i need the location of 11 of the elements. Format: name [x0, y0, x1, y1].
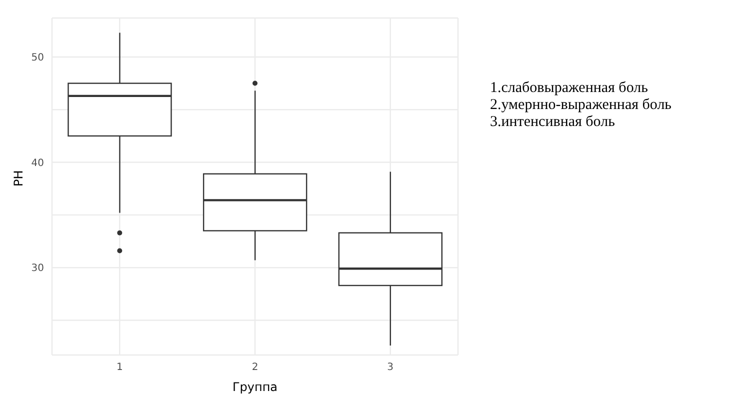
x-tick-label: 1: [116, 362, 123, 374]
text: 3.интенсивная боль: [490, 114, 616, 131]
y-tick-label: 50: [31, 52, 44, 64]
x-axis-title: Группа: [232, 380, 278, 394]
x-tick-label: 2: [252, 362, 258, 374]
text: 1.слабовыраженная боль: [490, 80, 649, 97]
text: 2.умернно-выраженная боль: [490, 97, 672, 114]
y-tick-label: 30: [31, 263, 44, 274]
y-axis-title: PH: [11, 170, 26, 186]
y-tick-label: 40: [31, 158, 44, 169]
x-tick-label: 3: [387, 362, 394, 374]
